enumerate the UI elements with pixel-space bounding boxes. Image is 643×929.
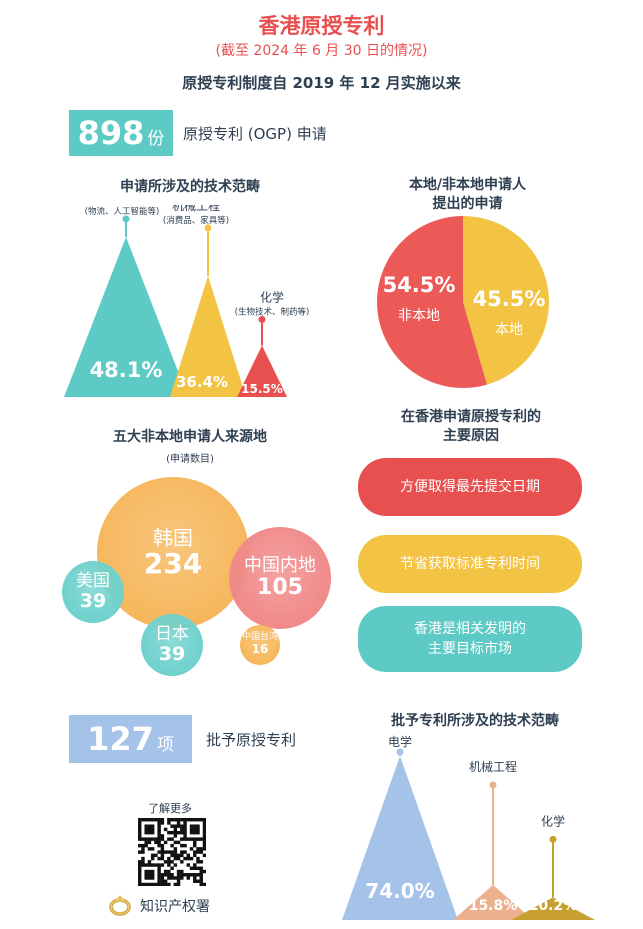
pie-slice-local: [463, 216, 549, 385]
page-title: 香港原授专利: [258, 14, 385, 38]
source-bubble-value-3: 39: [158, 642, 186, 665]
grants-count-box: 127 项: [69, 715, 192, 763]
learn-more-text: 了解更多: [148, 802, 192, 815]
source-bubble-name-4: 中国台湾: [241, 632, 278, 643]
pie-value-nonlocal: 54.5%: [383, 273, 456, 297]
tech-category-note-2: (生物技术、制药等): [235, 306, 310, 317]
reason-pill-2: 节省获取标准专利时间: [358, 535, 582, 593]
source-bubble-value-2: 39: [79, 589, 107, 612]
source-bubble-value-4: 16: [251, 642, 269, 657]
grants-caption: 批予原授专利: [206, 731, 297, 749]
tech-category-label-1: 机械工程: [172, 205, 220, 213]
tech-pin-dot-1: [489, 781, 497, 789]
grant-tech-heading: 批予专利所涉及的技术范畴: [391, 713, 559, 729]
local-pie-chart: 54.5% 非本地 45.5% 本地: [376, 216, 549, 388]
tech-bar-2: [237, 345, 287, 397]
reason-2-text: 节省获取标准专利时间: [400, 556, 540, 572]
applications-count: 898: [77, 114, 145, 152]
source-bubble-1: 中国内地 105: [229, 527, 331, 629]
reason-3-text-line-1: 香港是相关发明的: [414, 621, 526, 637]
reasons-heading: 在香港申请原授专利的 主要原因: [355, 408, 587, 446]
grants-count: 127: [87, 720, 154, 758]
applications-count-box: 898 份: [69, 110, 173, 156]
source-bubble-name-0: 韩国: [153, 525, 193, 550]
local-heading-line-2: 提出的申请: [432, 196, 503, 212]
tech-bar-0: [342, 756, 458, 920]
source-bubble-name-1: 中国内地: [243, 554, 316, 576]
tech-bar-2: [511, 897, 595, 920]
grants-unit: 项: [156, 734, 174, 755]
source-bubble-value-1: 105: [257, 574, 303, 600]
tech-value-label-2: 10.2%: [529, 898, 578, 914]
tech-bar-1: [453, 884, 533, 920]
tech-category-label-2: 化学: [541, 813, 565, 828]
tech-category-label-0: 电学: [388, 734, 412, 749]
application-tech-heading: 申请所涉及的技术范畴: [120, 179, 260, 195]
reason-pill-3: 香港是相关发明的 主要目标市场: [358, 606, 582, 672]
tech-category-label-1: 机械工程: [469, 759, 517, 774]
org-name: 知识产权署: [140, 899, 210, 915]
source-bubble-3: 日本 39: [140, 613, 204, 677]
source-bubble-name-3: 日本: [154, 624, 189, 645]
tech-category-label-2: 化学: [260, 289, 284, 304]
tech-pin-dot-2: [258, 315, 266, 323]
pie-value-local: 45.5%: [473, 287, 546, 311]
tech-pin-dot-0: [396, 748, 404, 756]
tech-value-label-1: 36.4%: [176, 373, 228, 391]
tech-category-note-0: (物流、人工智能等): [85, 206, 160, 217]
source-bubble-value-0: 234: [143, 546, 203, 580]
applications-caption: 原授专利 (OGP) 申请: [183, 125, 327, 143]
local-chart-heading: 本地/非本地申请人 提出的申请: [355, 176, 580, 214]
local-heading-line-1: 本地/非本地申请人: [408, 177, 527, 193]
tech-bar-0: [64, 237, 188, 397]
qr-code-icon[interactable]: [138, 818, 206, 886]
tech-pin-dot-1: [204, 224, 212, 232]
source-bubble-4: 中国台湾 16: [240, 625, 280, 665]
reasons-heading-line-2: 主要原因: [443, 428, 499, 444]
tech-category-note-1: (消费品、家具等): [163, 215, 229, 226]
reason-pill-1: 方便取得最先提交日期: [358, 458, 582, 516]
application-tech-chart: 48.1%电学(物流、人工智能等)36.4%机械工程(消费品、家具等)15.5%…: [64, 205, 310, 397]
pie-slice-nonlocal: [376, 216, 487, 388]
source-heading: 五大非本地申请人来源地: [113, 429, 267, 445]
pie-label-local: 本地: [495, 322, 523, 338]
page-subtitle: (截至 2024 年 6 月 30 日的情况): [215, 43, 428, 59]
applications-unit: 份: [147, 128, 165, 149]
source-subheading: (申请数目): [166, 454, 214, 465]
tech-value-label-1: 15.8%: [469, 898, 518, 914]
tech-value-label-0: 48.1%: [90, 358, 163, 382]
source-bubble-0: 韩国 234: [97, 477, 249, 629]
ring-logo-icon: [109, 895, 131, 916]
reason-1-text: 方便取得最先提交日期: [400, 479, 540, 495]
tech-value-label-2: 15.5%: [241, 382, 283, 396]
grant-tech-chart: 74.0% 电学 15.8% 机械工程 10.2% 化学: [342, 734, 595, 920]
tech-value-label-0: 74.0%: [365, 879, 434, 903]
tech-bar-1: [170, 275, 246, 397]
tech-pin-dot-2: [549, 835, 557, 843]
tech-pin-dot-0: [122, 215, 130, 223]
source-bubble-name-2: 美国: [75, 571, 110, 592]
pie-label-nonlocal: 非本地: [398, 308, 440, 324]
since-statement: 原授专利制度自 2019 年 12 月实施以来: [182, 74, 461, 92]
reason-3-text-line-2: 主要目标市场: [428, 641, 512, 657]
reasons-heading-line-1: 在香港申请原授专利的: [401, 409, 541, 425]
source-bubble-2: 美国 39: [61, 560, 125, 624]
